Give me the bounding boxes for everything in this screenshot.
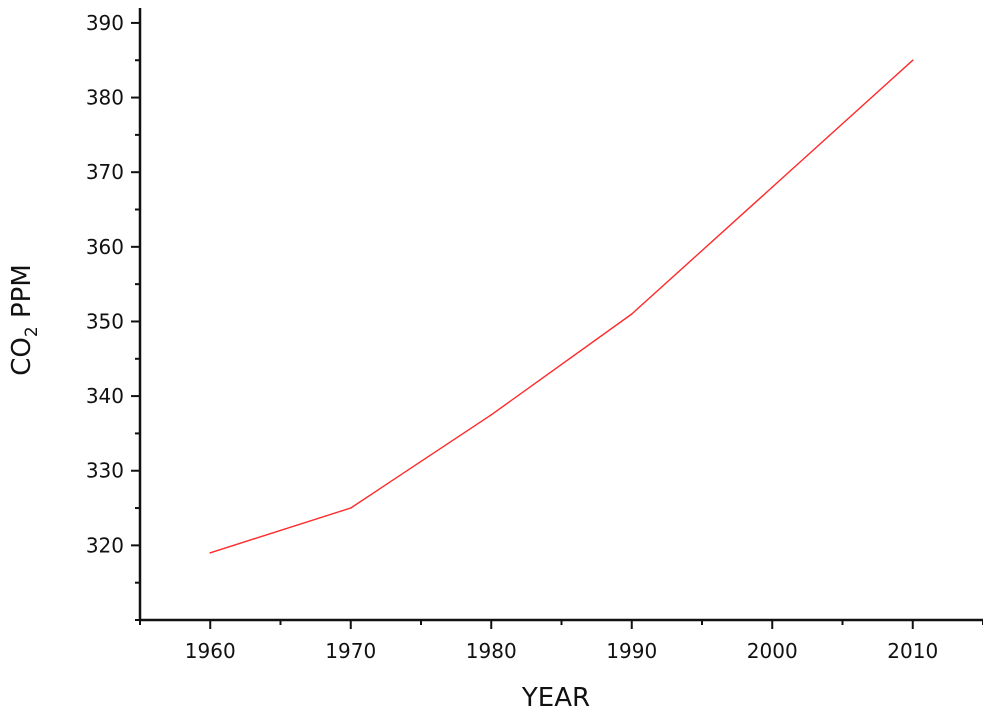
data-point [209,552,212,554]
data-point [490,413,493,416]
y-tick-label: 390 [86,11,124,35]
y-tick-label: 340 [86,384,124,408]
x-tick-label: 1970 [325,639,376,663]
y-tick-label: 320 [86,533,124,557]
y-tick-label: 380 [86,86,124,110]
x-tick-label: 1980 [466,639,517,663]
y-tick-label: 360 [86,235,124,259]
y-axis-title-subscript: 2 [22,326,42,337]
x-axis-title: YEAR [521,683,590,713]
y-tick-label: 350 [86,309,124,333]
data-point [349,507,352,509]
data-point [630,313,633,315]
x-tick-label: 1960 [185,639,236,663]
y-axis-title-prefix: CO [7,337,37,376]
x-axis: 1960 1970 1980 1990 2000 2010 [139,618,983,663]
series-layer [209,59,914,554]
x-ticks: 1960 1970 1980 1990 2000 2010 [139,620,983,663]
x-tick-label: 2000 [747,639,798,663]
x-tick-label: 1990 [606,639,657,663]
y-axis-title-suffix: PPM [7,264,37,326]
y-axis-title: CO2 PPM [7,264,42,376]
y-axis: 320 330 340 350 360 370 380 390 [86,8,142,621]
data-point [771,186,774,188]
series-line-1 [210,59,914,554]
x-tick-label: 2010 [887,639,938,663]
y-tick-label: 370 [86,160,124,184]
y-ticks: 320 330 340 350 360 370 380 390 [86,11,140,621]
y-tick-label: 330 [86,459,124,483]
data-point [911,59,914,62]
